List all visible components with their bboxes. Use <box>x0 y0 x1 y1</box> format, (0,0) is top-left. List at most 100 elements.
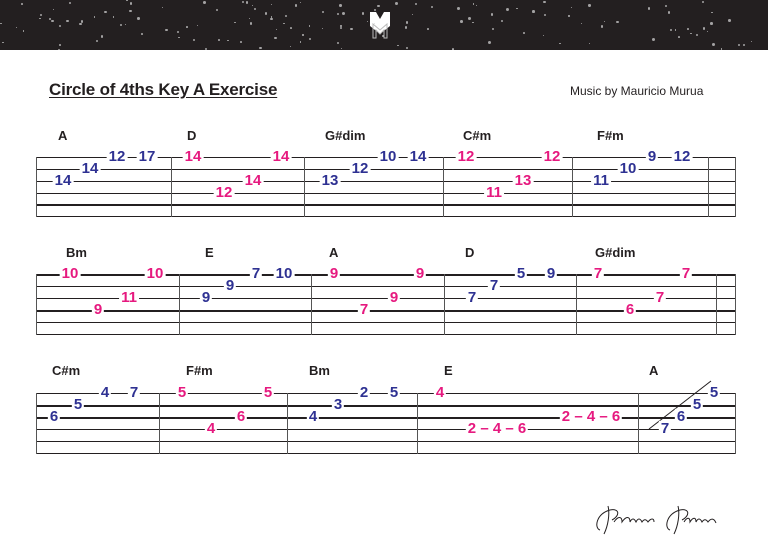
fret-number: 11 <box>119 288 139 306</box>
banner-speckle <box>667 11 671 14</box>
fret-number: 2 – 4 – 6 <box>465 419 529 437</box>
banner-speckle <box>52 9 54 11</box>
banner-speckle <box>559 42 561 44</box>
barline <box>572 157 573 217</box>
fret-number: 6 <box>623 300 637 318</box>
banner-speckle <box>337 41 339 44</box>
banner-speckle <box>308 37 311 41</box>
banner-speckle <box>543 0 546 4</box>
banner-speckle <box>711 11 713 14</box>
banner-speckle <box>39 17 41 20</box>
banner-speckle <box>120 24 123 27</box>
banner-speckle <box>750 40 753 43</box>
fret-number: 14 <box>407 147 429 165</box>
banner-speckle <box>218 39 221 41</box>
banner-speckle <box>308 25 311 27</box>
fret-number: 9 <box>91 300 105 318</box>
banner-speckle <box>302 34 304 36</box>
banner-speckle <box>283 23 285 25</box>
banner-speckle <box>21 3 23 5</box>
banner-speckle <box>728 19 731 22</box>
fret-number: 7 <box>658 419 672 437</box>
fret-number: 12 <box>349 159 371 177</box>
banner-speckle <box>568 15 570 17</box>
signature <box>596 505 717 535</box>
barline <box>36 393 37 454</box>
banner-speckle <box>664 5 667 8</box>
fret-number: 9 <box>645 147 659 165</box>
fret-number: 4 <box>204 419 218 437</box>
banner-speckle <box>59 44 61 46</box>
banner-speckle <box>487 41 491 45</box>
banner-speckle <box>674 29 677 31</box>
banner-speckle <box>522 32 525 35</box>
barline <box>638 393 639 454</box>
staff-line-string-4 <box>36 193 735 194</box>
banner-speckle <box>467 16 471 20</box>
banner-speckle <box>270 16 273 18</box>
fret-number: 3 <box>331 395 345 413</box>
banner-speckle <box>337 13 340 16</box>
fret-number: 6 <box>674 407 688 425</box>
chord-label: E <box>205 245 214 260</box>
banner-speckle <box>161 6 163 8</box>
banner-speckle <box>603 21 605 23</box>
banner-speckle <box>342 11 346 15</box>
banner-speckle <box>472 3 475 5</box>
banner-speckle <box>176 31 179 34</box>
banner-speckle <box>193 39 195 41</box>
banner-speckle <box>165 29 168 32</box>
fret-number: 7 <box>487 276 501 294</box>
banner-speckle <box>543 34 545 37</box>
fret-number: 10 <box>144 264 166 282</box>
fret-number: 14 <box>270 147 292 165</box>
staff-line-string-5 <box>36 204 735 206</box>
m-monogram-logo-icon <box>370 12 390 39</box>
banner-speckle <box>299 1 301 4</box>
banner-speckle <box>706 30 709 33</box>
banner-speckle <box>177 36 180 39</box>
fret-number: 5 <box>514 264 528 282</box>
banner-speckle <box>669 29 672 32</box>
banner-speckle <box>702 27 706 30</box>
barline <box>444 274 445 335</box>
fret-number: 12 <box>213 183 235 201</box>
banner-speckle <box>57 48 60 50</box>
barline <box>735 157 736 217</box>
header-banner <box>0 0 768 50</box>
banner-speckle <box>737 43 741 47</box>
banner-speckle <box>651 37 655 41</box>
banner-speckle <box>126 0 128 2</box>
chord-label: G#dim <box>325 128 366 143</box>
banner-speckle <box>93 16 96 18</box>
banner-speckle <box>475 4 477 6</box>
chord-label: F#m <box>597 128 624 143</box>
fret-number: 14 <box>242 171 264 189</box>
banner-speckle <box>295 4 298 7</box>
chord-label: D <box>187 128 197 143</box>
banner-speckle <box>600 25 604 28</box>
banner-speckle <box>721 48 723 50</box>
banner-speckle <box>274 36 277 40</box>
banner-speckle <box>451 48 455 50</box>
banner-speckle <box>58 24 62 28</box>
banner-speckle <box>104 11 107 14</box>
banner-speckle <box>414 2 418 5</box>
staff-line-string-3 <box>36 298 735 299</box>
barline <box>443 157 444 217</box>
banner-speckle <box>96 39 99 42</box>
banner-speckle <box>570 6 573 9</box>
fret-number: 9 <box>413 264 427 282</box>
banner-speckle <box>129 10 132 13</box>
banner-speckle <box>580 22 582 24</box>
fret-number: 13 <box>512 171 534 189</box>
banner-speckle <box>742 44 745 47</box>
banner-speckle <box>322 11 325 14</box>
chord-label: E <box>444 363 453 378</box>
fret-number: 5 <box>707 383 721 401</box>
fret-number: 5 <box>261 383 275 401</box>
banner-speckle <box>500 19 504 22</box>
banner-speckle <box>374 22 376 24</box>
banner-speckle <box>396 44 399 47</box>
banner-speckle <box>16 26 18 28</box>
